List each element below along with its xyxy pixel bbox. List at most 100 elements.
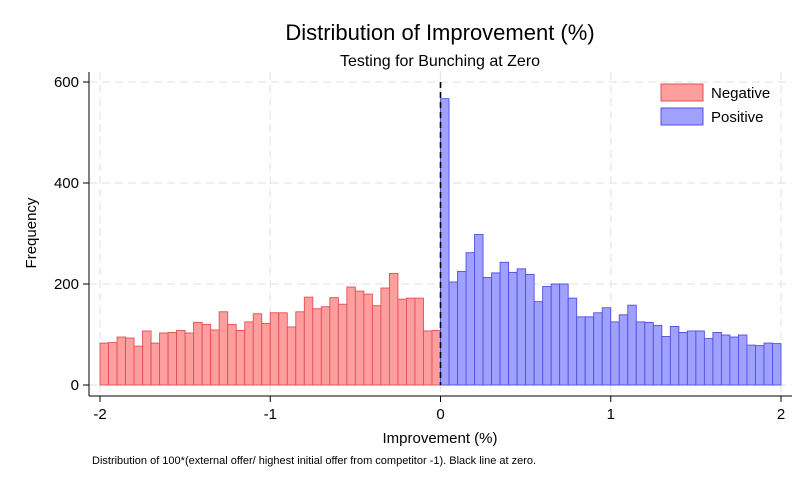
legend-label-negative: Negative — [711, 85, 770, 102]
bar-negative — [286, 326, 297, 386]
bar-positive — [652, 324, 663, 386]
chart-subtitle: Testing for Bunching at Zero — [340, 53, 540, 70]
bar-positive — [772, 343, 782, 386]
bar-positive — [516, 268, 527, 386]
bar-positive — [755, 345, 765, 386]
y-tick-label: 200 — [54, 276, 79, 293]
legend: Negative Positive — [660, 83, 770, 126]
bar-positive — [720, 334, 731, 386]
bar-positive — [635, 321, 646, 386]
bar-negative — [423, 330, 433, 386]
bar-positive — [448, 281, 458, 386]
bar-negative — [142, 330, 152, 386]
bar-negative — [406, 297, 416, 386]
bar-negative — [193, 321, 203, 386]
bar-negative — [337, 303, 348, 386]
bar-negative — [320, 306, 331, 386]
bar-positive — [457, 270, 467, 386]
bar-negative — [329, 297, 339, 386]
bar-negative — [227, 323, 237, 386]
bar-negative — [244, 321, 254, 386]
bar-negative — [125, 337, 135, 386]
bar-negative — [388, 272, 399, 386]
x-tick-label: 2 — [777, 406, 785, 423]
y-axis-label: Frequency — [23, 197, 40, 268]
y-tick-label: 0 — [71, 377, 79, 394]
bar-positive — [695, 330, 705, 386]
y-tick-label: 400 — [54, 175, 79, 192]
bar-positive — [746, 344, 756, 386]
bar-negative — [371, 305, 382, 386]
bar-positive — [491, 272, 501, 386]
bar-positive — [703, 338, 714, 386]
bar-positive — [644, 321, 654, 386]
bar-positive — [737, 334, 748, 386]
bar-positive — [499, 261, 510, 386]
bar-positive — [686, 330, 697, 386]
bar-negative — [210, 329, 220, 386]
bar-negative — [167, 332, 178, 386]
x-tick-label: -1 — [264, 406, 277, 423]
legend-swatch-positive — [660, 107, 704, 126]
bar-positive — [610, 321, 620, 386]
bar-negative — [295, 311, 305, 386]
legend-label-positive: Positive — [711, 109, 764, 126]
bar-positive — [567, 297, 578, 386]
bar-negative — [218, 311, 229, 386]
bar-negative — [278, 312, 288, 386]
bar-negative — [133, 345, 144, 386]
bar-positive — [729, 336, 739, 386]
bar-positive — [669, 325, 680, 386]
bar-negative — [99, 342, 109, 386]
bar-negative — [269, 312, 280, 386]
x-tick-label: -2 — [93, 406, 106, 423]
bar-negative — [303, 296, 314, 386]
bar-negative — [380, 287, 390, 386]
bar-negative — [431, 330, 441, 386]
legend-swatch-negative — [660, 83, 704, 102]
x-axis-label: Improvement (%) — [382, 430, 497, 447]
bar-negative — [184, 332, 195, 386]
bar-positive — [576, 316, 586, 386]
bar-positive — [542, 286, 552, 386]
bar-negative — [150, 342, 161, 386]
bar-positive — [559, 283, 569, 386]
bar-positive — [482, 276, 493, 386]
bar-negative — [346, 286, 356, 386]
y-tick-label: 600 — [54, 74, 79, 91]
bar-negative — [252, 313, 263, 386]
bar-positive — [550, 283, 561, 386]
bars — [99, 98, 782, 386]
bar-positive — [584, 316, 595, 386]
bar-negative — [312, 308, 322, 386]
bar-negative — [397, 298, 407, 386]
bar-positive — [440, 98, 450, 386]
bar-negative — [235, 330, 246, 386]
x-tick-label: 0 — [436, 406, 444, 423]
bar-negative — [159, 332, 169, 386]
bar-negative — [261, 322, 271, 386]
bar-positive — [593, 312, 603, 386]
chart-note: Distribution of 100*(external offer/ hig… — [92, 455, 536, 467]
bar-negative — [176, 330, 186, 386]
bar-positive — [601, 307, 612, 386]
bar-negative — [414, 297, 424, 386]
bar-positive — [627, 304, 637, 386]
bar-positive — [678, 332, 688, 386]
bar-positive — [508, 271, 518, 386]
bar-negative — [363, 293, 373, 386]
bar-positive — [763, 342, 773, 386]
bar-positive — [533, 301, 544, 386]
bar-positive — [525, 273, 535, 386]
bar-positive — [465, 252, 476, 386]
chart-title: Distribution of Improvement (%) — [285, 20, 594, 45]
bar-positive — [474, 234, 484, 386]
bar-positive — [618, 314, 629, 386]
bar-negative — [201, 323, 212, 386]
bar-negative — [116, 336, 126, 386]
bar-negative — [108, 342, 118, 386]
ticks: -2 -1 0 1 2 0 200 400 600 — [54, 74, 785, 423]
bar-positive — [661, 336, 671, 386]
